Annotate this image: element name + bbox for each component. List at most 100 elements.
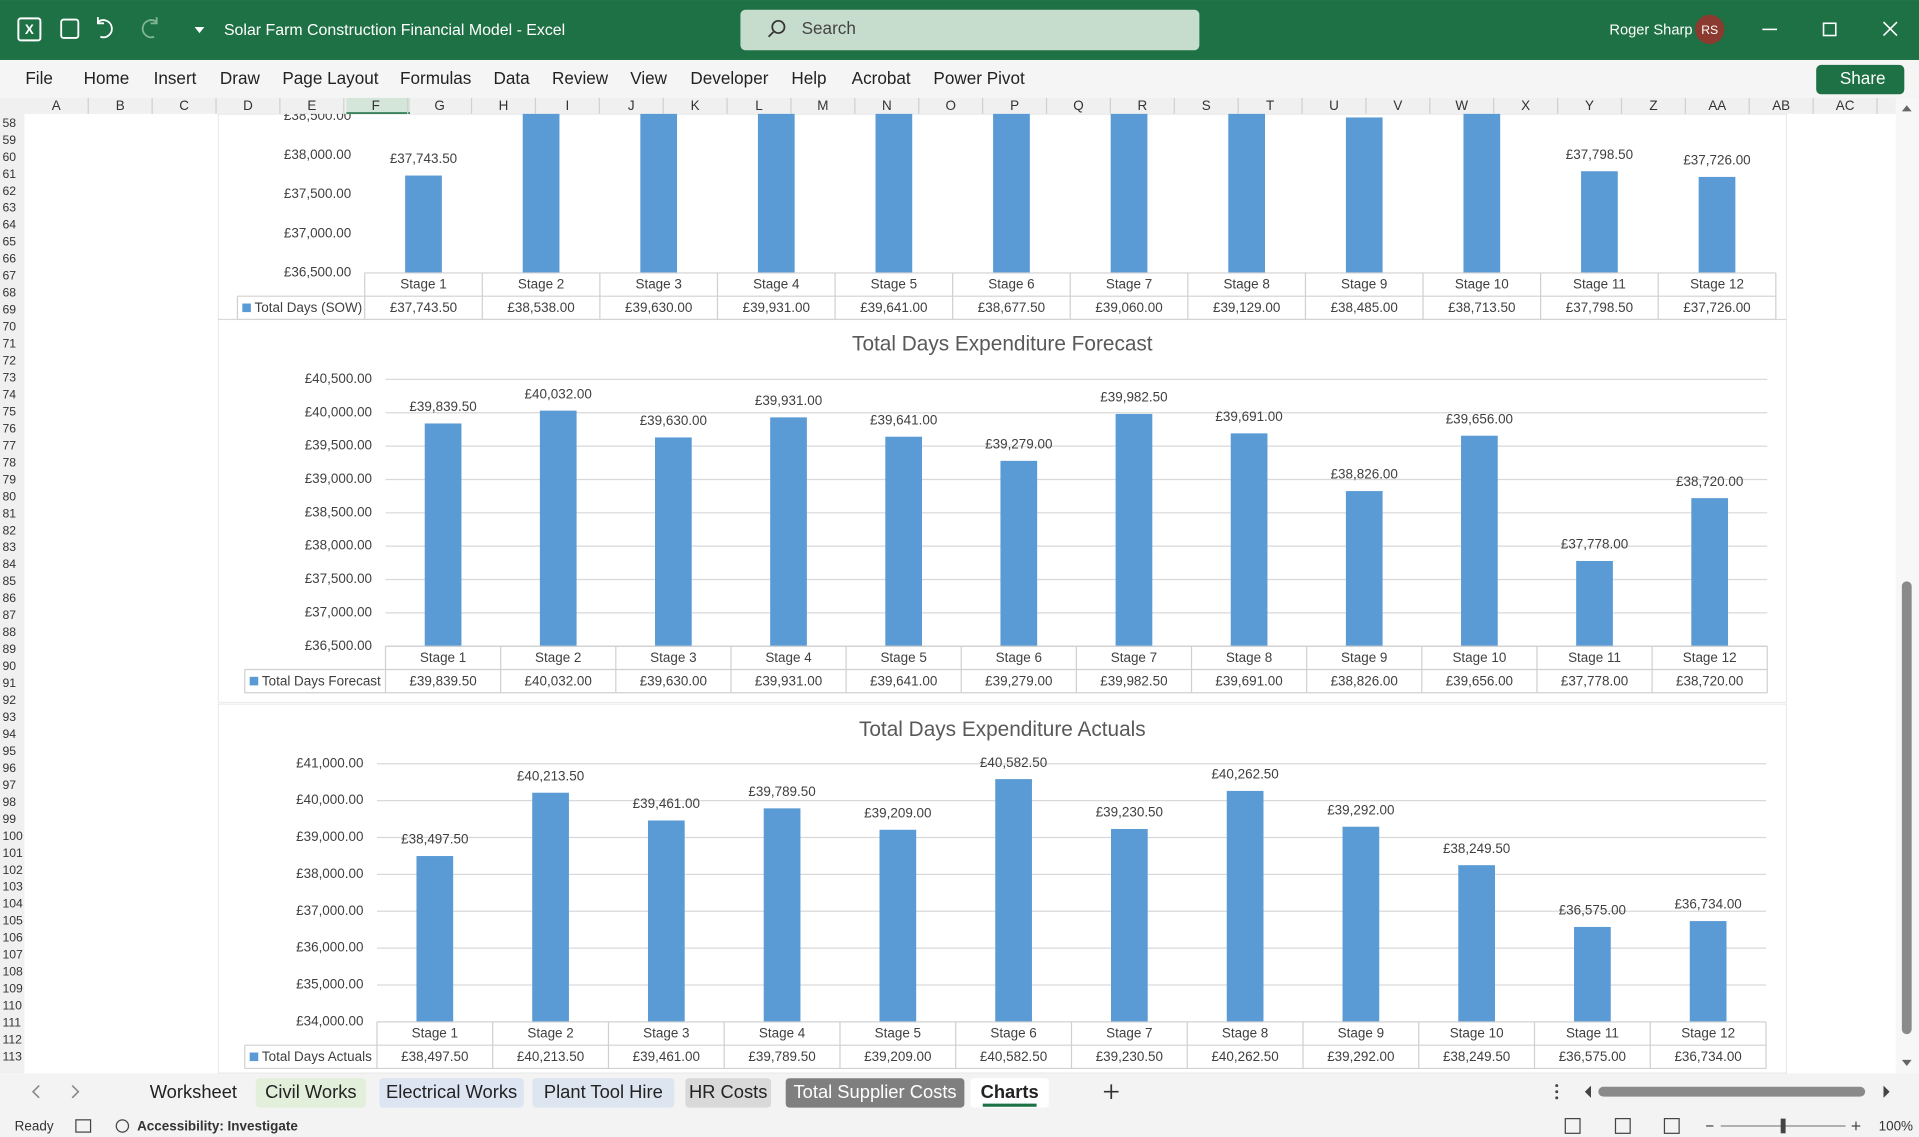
row-header[interactable]: 104 <box>2 897 23 911</box>
row-header[interactable]: 105 <box>2 914 23 928</box>
sheet-tab-label[interactable]: Charts <box>981 1081 1039 1102</box>
more-dot[interactable] <box>1555 1096 1559 1100</box>
row-header[interactable]: 84 <box>2 557 16 571</box>
macro-icon[interactable] <box>75 1119 92 1133</box>
sheet-tab[interactable] <box>685 1078 772 1108</box>
row-header[interactable]: 68 <box>2 286 16 300</box>
column-header[interactable]: A <box>52 98 61 113</box>
zoom-in[interactable] <box>1851 1121 1861 1131</box>
row-header[interactable]: 85 <box>2 574 16 588</box>
row-header[interactable]: 96 <box>2 761 16 775</box>
ribbon-tab[interactable]: File <box>25 68 53 88</box>
column-header[interactable]: X <box>1521 98 1530 113</box>
row-header[interactable]: 103 <box>2 880 23 894</box>
row-header[interactable]: 76 <box>2 421 16 435</box>
ribbon-tab[interactable]: Developer <box>690 68 768 88</box>
save-button[interactable] <box>60 18 80 39</box>
sheet-tab[interactable] <box>132 1078 255 1108</box>
sheet-tab-label[interactable]: Total Supplier Costs <box>793 1081 956 1102</box>
row-header[interactable]: 59 <box>2 133 16 147</box>
column-header[interactable]: AB <box>1772 98 1790 113</box>
column-header[interactable]: V <box>1393 98 1402 113</box>
row-header[interactable]: 63 <box>2 201 16 215</box>
row-header[interactable]: 102 <box>2 863 23 877</box>
row-header[interactable]: 81 <box>2 506 16 520</box>
column-header[interactable]: J <box>628 98 635 113</box>
row-header[interactable]: 67 <box>2 269 16 283</box>
hscroll-thumb[interactable] <box>1598 1086 1866 1097</box>
user-avatar[interactable] <box>1695 14 1725 45</box>
row-header[interactable]: 110 <box>2 999 22 1013</box>
ribbon-tab[interactable]: Formulas <box>400 68 471 88</box>
column-header[interactable]: S <box>1202 98 1211 113</box>
share-label[interactable]: Share <box>1840 68 1886 88</box>
row-header[interactable]: 106 <box>2 931 23 945</box>
sheet-tab-label[interactable]: Plant Tool Hire <box>544 1081 663 1102</box>
ribbon-tab[interactable]: Review <box>552 68 609 88</box>
more-dot[interactable] <box>1555 1084 1559 1088</box>
column-header[interactable]: Y <box>1585 98 1594 113</box>
row-header[interactable]: 97 <box>2 778 16 792</box>
row-header[interactable]: 91 <box>2 676 16 690</box>
column-header[interactable]: E <box>307 98 316 113</box>
row-header[interactable]: 60 <box>2 150 16 164</box>
column-header[interactable]: R <box>1137 98 1147 113</box>
status-accessibility[interactable]: Accessibility: Investigate <box>137 1119 298 1134</box>
column-header[interactable]: M <box>817 98 828 113</box>
scroll-thumb[interactable] <box>1901 581 1912 1035</box>
row-header[interactable]: 98 <box>2 795 16 809</box>
sheet-tab-label[interactable]: Worksheet <box>150 1081 237 1102</box>
row-header[interactable]: 82 <box>2 523 16 537</box>
column-header[interactable]: U <box>1329 98 1339 113</box>
scroll-down[interactable] <box>1901 1059 1912 1066</box>
column-header[interactable]: I <box>566 98 570 113</box>
column-header[interactable]: F <box>372 98 380 113</box>
ribbon-tab[interactable]: Insert <box>154 68 197 88</box>
sheet-tab[interactable] <box>532 1078 675 1108</box>
row-header[interactable]: 113 <box>2 1049 22 1063</box>
search-placeholder[interactable]: Search <box>802 18 856 38</box>
row-header[interactable]: 74 <box>2 387 16 401</box>
row-header[interactable]: 58 <box>2 116 16 130</box>
sheet-tab-label[interactable]: Electrical Works <box>386 1081 517 1102</box>
row-header[interactable]: 89 <box>2 642 16 656</box>
hscroll-right[interactable] <box>1883 1085 1890 1098</box>
search-box[interactable] <box>740 9 1200 51</box>
row-header[interactable]: 78 <box>2 455 16 469</box>
normal-view[interactable] <box>1564 1118 1581 1134</box>
close-button[interactable] <box>1882 21 1898 37</box>
sheet-tab[interactable] <box>785 1078 965 1108</box>
row-header[interactable]: 72 <box>2 354 16 368</box>
column-header[interactable]: AA <box>1708 98 1726 113</box>
column-header[interactable]: Q <box>1073 98 1083 113</box>
undo-button[interactable] <box>96 17 113 39</box>
sheet-nav[interactable] <box>31 1085 80 1099</box>
new-sheet-button[interactable] <box>1103 1084 1119 1100</box>
column-header[interactable]: C <box>179 98 189 113</box>
row-header[interactable]: 94 <box>2 727 16 741</box>
redo-button[interactable] <box>141 17 158 39</box>
column-header[interactable]: T <box>1266 98 1274 113</box>
row-header[interactable]: 112 <box>2 1033 22 1047</box>
row-header[interactable]: 87 <box>2 608 16 622</box>
ribbon-tab[interactable]: Help <box>791 68 826 88</box>
row-header[interactable]: 93 <box>2 710 16 724</box>
scroll-up[interactable] <box>1901 105 1912 112</box>
row-header[interactable]: 73 <box>2 370 16 384</box>
sheet-tab[interactable] <box>255 1078 366 1108</box>
ribbon-tab[interactable]: View <box>630 68 667 88</box>
more-dot[interactable] <box>1555 1090 1559 1094</box>
ribbon-tab[interactable]: Page Layout <box>282 68 378 88</box>
row-header[interactable]: 62 <box>2 184 16 198</box>
row-header[interactable]: 65 <box>2 235 16 249</box>
share-button[interactable] <box>1816 64 1905 95</box>
column-header[interactable]: H <box>499 98 509 113</box>
row-header[interactable]: 101 <box>2 846 23 860</box>
row-header[interactable]: 77 <box>2 438 16 452</box>
sheet-tab-label[interactable]: Civil Works <box>265 1081 356 1102</box>
row-header[interactable]: 111 <box>2 1016 21 1030</box>
column-header[interactable]: W <box>1455 98 1468 113</box>
page-break-view[interactable] <box>1663 1118 1680 1134</box>
ribbon-tab[interactable]: Acrobat <box>852 68 911 88</box>
zoom-handle[interactable] <box>1780 1118 1786 1134</box>
